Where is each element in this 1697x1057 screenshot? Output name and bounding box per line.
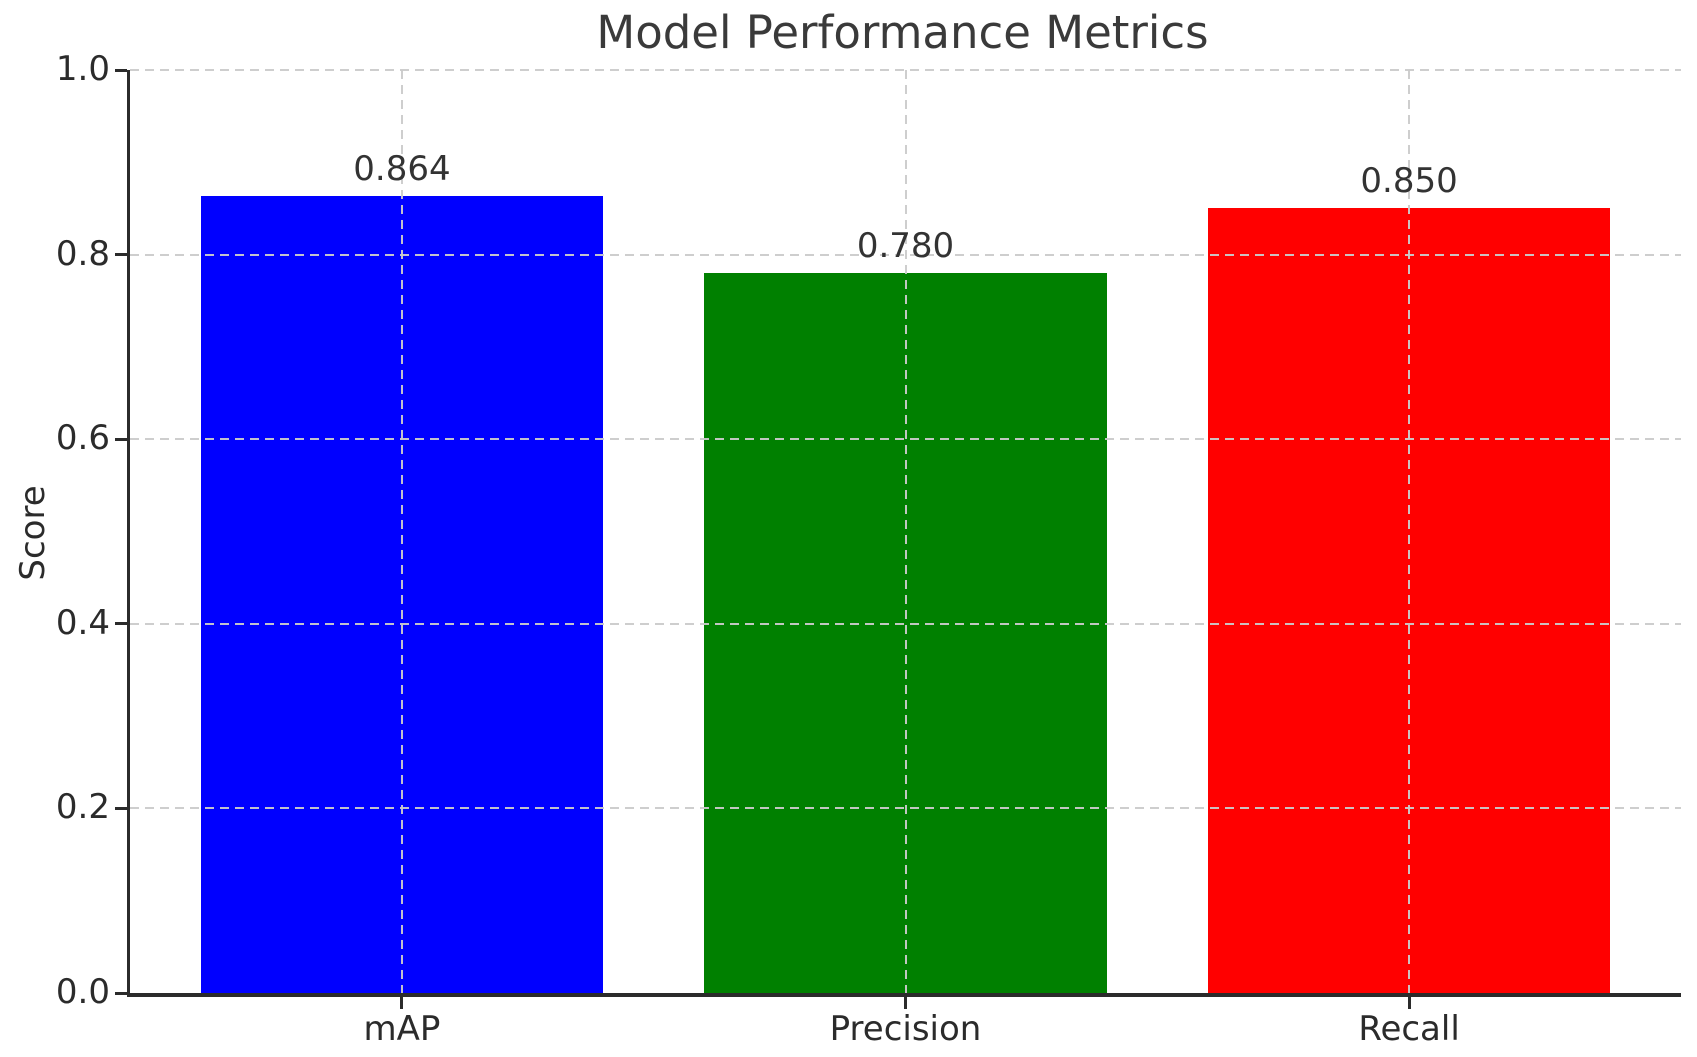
vertical-gridline (400, 70, 403, 993)
x-tick-label: mAP (363, 1009, 441, 1049)
y-tick-mark (115, 806, 127, 810)
y-tick-mark (115, 991, 127, 995)
vertical-gridline (1408, 70, 1411, 993)
y-tick-label: 0.8 (55, 233, 110, 274)
y-tick-label: 0.0 (55, 972, 110, 1012)
y-tick-label: 0.6 (55, 418, 110, 459)
x-tick-mark (904, 997, 907, 1009)
x-tick-label: Recall (1358, 1009, 1460, 1049)
y-tick-label: 1.0 (55, 49, 110, 89)
x-tick-mark (1407, 997, 1411, 1009)
vertical-gridline (904, 70, 907, 993)
plot-area: 0.0 0.2 0.4 0.6 0.8 1.0 0.864 mAP 0.780 Precision… (56, 52, 1681, 1048)
y-tick-label: 0.2 (55, 787, 110, 828)
bar-value-label: 0.864 (353, 148, 451, 189)
y-axis-label: Score (13, 485, 53, 581)
y-tick-label: 0.4 (55, 602, 110, 643)
y-tick-mark (115, 622, 127, 626)
bar-value-label: 0.780 (856, 226, 955, 267)
y-tick-mark (115, 253, 127, 257)
x-tick-label: Precision (829, 1009, 982, 1049)
x-tick-mark (400, 997, 404, 1009)
y-tick-mark (115, 68, 127, 72)
chart-title: Model Performance Metrics (596, 6, 1209, 59)
bar-value-label: 0.850 (1360, 161, 1458, 202)
y-tick-mark (115, 437, 127, 441)
